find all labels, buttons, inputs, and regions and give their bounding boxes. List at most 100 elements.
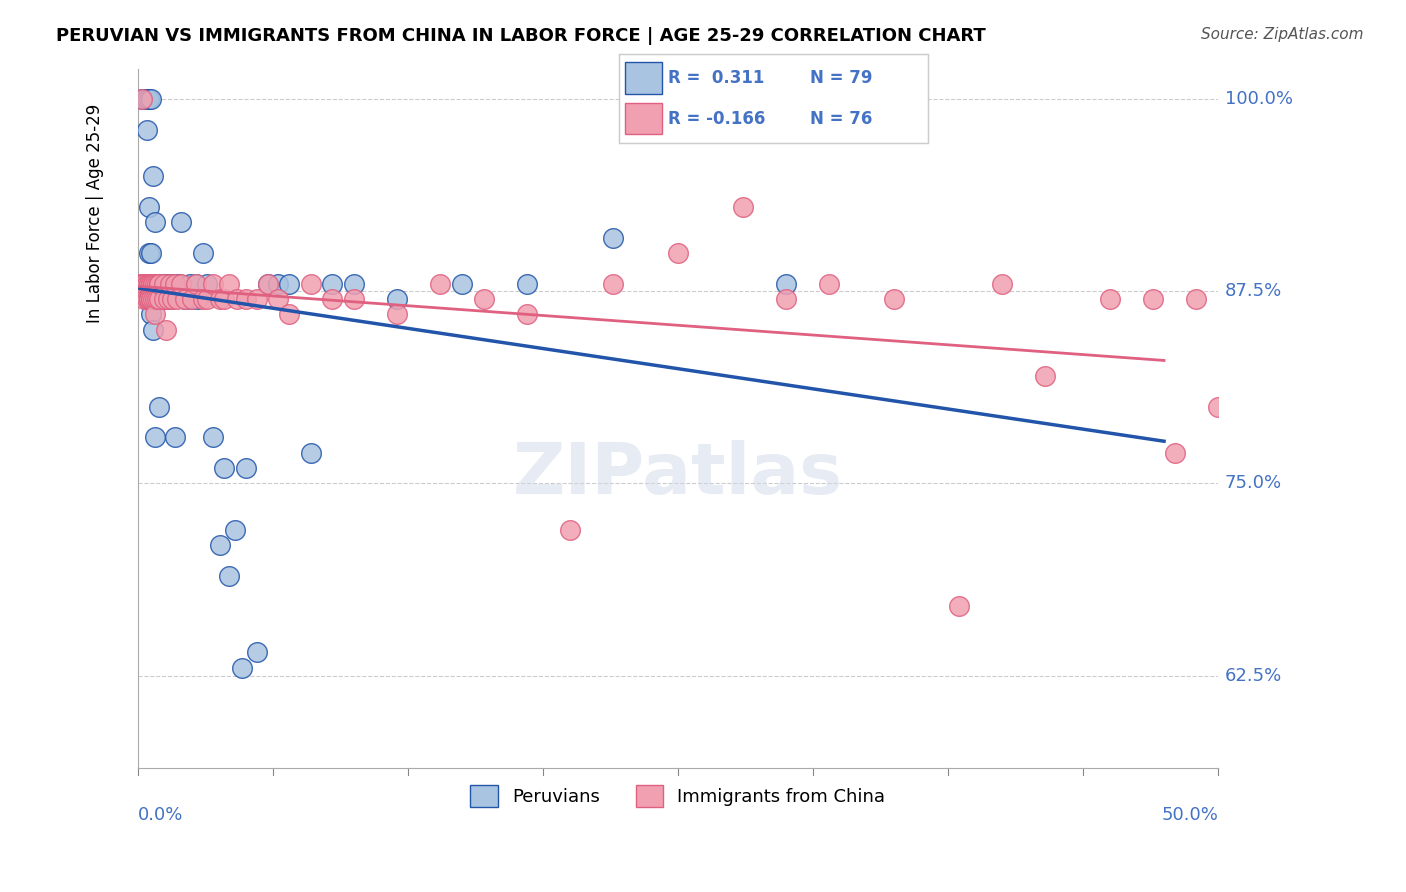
Point (143, 277, 166, 291)
Point (150, 277, 173, 291)
Point (148, 277, 170, 291)
Point (146, 292, 169, 306)
Point (1185, 292, 1208, 306)
Point (256, 277, 278, 291)
Point (218, 277, 240, 291)
Text: 0.0%: 0.0% (138, 806, 183, 824)
Point (516, 307, 538, 321)
Point (138, 292, 160, 306)
Point (157, 292, 180, 306)
Point (134, 277, 156, 291)
Point (299, 277, 322, 291)
Point (139, 246, 162, 260)
Point (146, 292, 169, 306)
Point (775, 277, 797, 291)
Point (135, 277, 157, 291)
Point (135, 123, 157, 137)
Point (148, 292, 170, 306)
Point (163, 430, 186, 444)
Point (138, 292, 160, 306)
Point (218, 568, 240, 582)
Point (135, 277, 157, 291)
Point (155, 277, 177, 291)
Point (153, 277, 176, 291)
Point (153, 292, 176, 306)
Text: Source: ZipAtlas.com: Source: ZipAtlas.com (1201, 27, 1364, 42)
Text: 50.0%: 50.0% (1161, 806, 1218, 824)
Point (731, 200, 754, 214)
Text: 62.5%: 62.5% (1225, 666, 1282, 684)
Point (246, 645, 269, 659)
Point (214, 461, 236, 475)
Point (267, 292, 290, 306)
Point (202, 430, 225, 444)
Point (170, 277, 193, 291)
Point (224, 523, 246, 537)
Point (138, 292, 160, 306)
Point (231, 661, 253, 675)
Point (818, 277, 841, 291)
Point (134, 92, 156, 106)
Point (1033, 368, 1056, 383)
Point (163, 277, 186, 291)
Point (235, 461, 257, 475)
Point (148, 277, 170, 291)
Point (142, 277, 165, 291)
Point (157, 277, 180, 291)
Point (142, 277, 165, 291)
Point (138, 200, 160, 214)
Point (138, 277, 160, 291)
Point (162, 292, 184, 306)
Point (139, 277, 162, 291)
Point (299, 446, 322, 460)
Point (343, 277, 366, 291)
Point (180, 292, 202, 306)
Point (148, 292, 170, 306)
Point (602, 230, 624, 244)
Point (1098, 292, 1121, 306)
Point (135, 292, 157, 306)
Point (143, 430, 166, 444)
Point (516, 277, 538, 291)
Point (138, 277, 160, 291)
Point (150, 277, 173, 291)
Point (208, 538, 231, 552)
Point (138, 246, 160, 260)
Point (1142, 292, 1164, 306)
Text: In Labor Force | Age 25-29: In Labor Force | Age 25-29 (86, 104, 104, 323)
Point (139, 292, 162, 306)
Point (150, 292, 173, 306)
Point (321, 277, 343, 291)
Point (991, 277, 1014, 291)
Point (278, 277, 301, 291)
Point (385, 307, 408, 321)
Point (321, 292, 343, 306)
Point (131, 92, 153, 106)
Legend: Peruvians, Immigrants from China: Peruvians, Immigrants from China (463, 778, 893, 814)
Point (135, 92, 157, 106)
Point (157, 292, 180, 306)
Point (134, 92, 156, 106)
Point (139, 277, 162, 291)
Point (191, 292, 214, 306)
Point (191, 246, 214, 260)
Point (195, 292, 218, 306)
Point (142, 169, 165, 183)
Point (146, 292, 169, 306)
Text: R = -0.166: R = -0.166 (668, 110, 765, 128)
Point (148, 292, 170, 306)
Text: 75.0%: 75.0% (1225, 475, 1282, 492)
Point (186, 277, 208, 291)
Point (143, 292, 166, 306)
Point (142, 292, 165, 306)
Point (166, 292, 188, 306)
Point (139, 92, 162, 106)
Point (226, 292, 249, 306)
Point (139, 292, 162, 306)
Point (142, 323, 165, 337)
Point (472, 292, 495, 306)
Point (138, 277, 160, 291)
Point (451, 277, 474, 291)
Point (155, 323, 177, 337)
Point (558, 523, 581, 537)
